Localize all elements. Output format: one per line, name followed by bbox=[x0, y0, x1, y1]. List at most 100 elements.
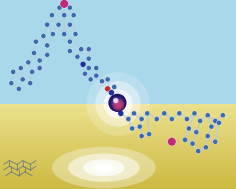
Circle shape bbox=[117, 103, 119, 105]
Circle shape bbox=[71, 13, 76, 18]
Polygon shape bbox=[0, 149, 236, 151]
Circle shape bbox=[139, 116, 144, 122]
Circle shape bbox=[117, 103, 119, 105]
Polygon shape bbox=[0, 146, 236, 149]
Polygon shape bbox=[0, 155, 236, 157]
Circle shape bbox=[162, 111, 167, 116]
Circle shape bbox=[79, 47, 84, 52]
Polygon shape bbox=[0, 170, 236, 172]
Circle shape bbox=[110, 95, 125, 111]
Circle shape bbox=[194, 130, 199, 135]
Circle shape bbox=[114, 101, 122, 109]
Circle shape bbox=[147, 132, 152, 137]
Circle shape bbox=[60, 0, 68, 8]
Polygon shape bbox=[0, 0, 236, 104]
Polygon shape bbox=[0, 166, 236, 168]
Circle shape bbox=[114, 99, 122, 108]
Circle shape bbox=[67, 5, 72, 10]
Polygon shape bbox=[0, 174, 236, 176]
Circle shape bbox=[95, 81, 141, 127]
Circle shape bbox=[113, 98, 118, 103]
Polygon shape bbox=[0, 134, 236, 136]
Polygon shape bbox=[0, 132, 236, 134]
Circle shape bbox=[168, 137, 176, 146]
Circle shape bbox=[169, 116, 174, 122]
Circle shape bbox=[86, 47, 91, 52]
Circle shape bbox=[115, 101, 121, 107]
Circle shape bbox=[80, 61, 86, 67]
Circle shape bbox=[112, 97, 124, 109]
Circle shape bbox=[45, 52, 50, 57]
Polygon shape bbox=[0, 104, 236, 106]
Circle shape bbox=[118, 110, 124, 116]
Circle shape bbox=[86, 56, 91, 61]
Circle shape bbox=[9, 81, 14, 86]
Circle shape bbox=[86, 72, 150, 136]
Circle shape bbox=[56, 22, 61, 27]
Circle shape bbox=[33, 39, 38, 44]
Circle shape bbox=[213, 118, 218, 123]
Circle shape bbox=[109, 94, 126, 111]
Circle shape bbox=[116, 102, 119, 105]
Circle shape bbox=[37, 66, 42, 71]
Polygon shape bbox=[0, 142, 236, 144]
Circle shape bbox=[130, 126, 135, 131]
Polygon shape bbox=[0, 161, 236, 163]
Circle shape bbox=[30, 69, 35, 74]
Polygon shape bbox=[0, 157, 236, 159]
Polygon shape bbox=[0, 136, 236, 138]
Circle shape bbox=[75, 54, 80, 59]
Circle shape bbox=[184, 116, 190, 122]
Circle shape bbox=[220, 113, 225, 118]
Circle shape bbox=[110, 96, 125, 110]
Polygon shape bbox=[0, 172, 236, 174]
Polygon shape bbox=[0, 110, 236, 112]
Circle shape bbox=[108, 90, 114, 96]
Circle shape bbox=[31, 50, 37, 56]
Circle shape bbox=[145, 111, 150, 116]
Polygon shape bbox=[0, 178, 236, 180]
Circle shape bbox=[104, 89, 132, 119]
Circle shape bbox=[49, 13, 55, 18]
Circle shape bbox=[99, 79, 105, 84]
Circle shape bbox=[209, 124, 214, 129]
Circle shape bbox=[112, 98, 123, 109]
Polygon shape bbox=[0, 144, 236, 146]
Circle shape bbox=[105, 86, 111, 92]
Polygon shape bbox=[0, 129, 236, 132]
Polygon shape bbox=[0, 151, 236, 153]
Circle shape bbox=[113, 99, 124, 111]
Polygon shape bbox=[0, 138, 236, 140]
Circle shape bbox=[73, 32, 78, 37]
Circle shape bbox=[57, 5, 62, 10]
Circle shape bbox=[20, 77, 25, 82]
Polygon shape bbox=[0, 163, 236, 166]
Circle shape bbox=[45, 43, 50, 48]
Circle shape bbox=[113, 98, 123, 108]
Circle shape bbox=[139, 133, 144, 139]
Circle shape bbox=[111, 97, 124, 110]
Circle shape bbox=[112, 98, 123, 108]
Polygon shape bbox=[0, 187, 236, 189]
Circle shape bbox=[28, 81, 33, 86]
Circle shape bbox=[26, 60, 31, 65]
Circle shape bbox=[203, 145, 208, 150]
Ellipse shape bbox=[52, 147, 156, 188]
Circle shape bbox=[205, 113, 210, 118]
Circle shape bbox=[116, 102, 120, 106]
Circle shape bbox=[18, 66, 23, 71]
Circle shape bbox=[186, 126, 191, 131]
Circle shape bbox=[45, 22, 50, 27]
Circle shape bbox=[16, 86, 21, 91]
Circle shape bbox=[108, 94, 126, 112]
Circle shape bbox=[110, 95, 126, 111]
Ellipse shape bbox=[83, 159, 125, 176]
Polygon shape bbox=[0, 159, 236, 161]
Circle shape bbox=[131, 111, 137, 116]
Polygon shape bbox=[0, 153, 236, 155]
Circle shape bbox=[37, 58, 42, 63]
Circle shape bbox=[11, 69, 16, 74]
Circle shape bbox=[62, 13, 67, 18]
Circle shape bbox=[213, 139, 218, 144]
Polygon shape bbox=[0, 108, 236, 110]
